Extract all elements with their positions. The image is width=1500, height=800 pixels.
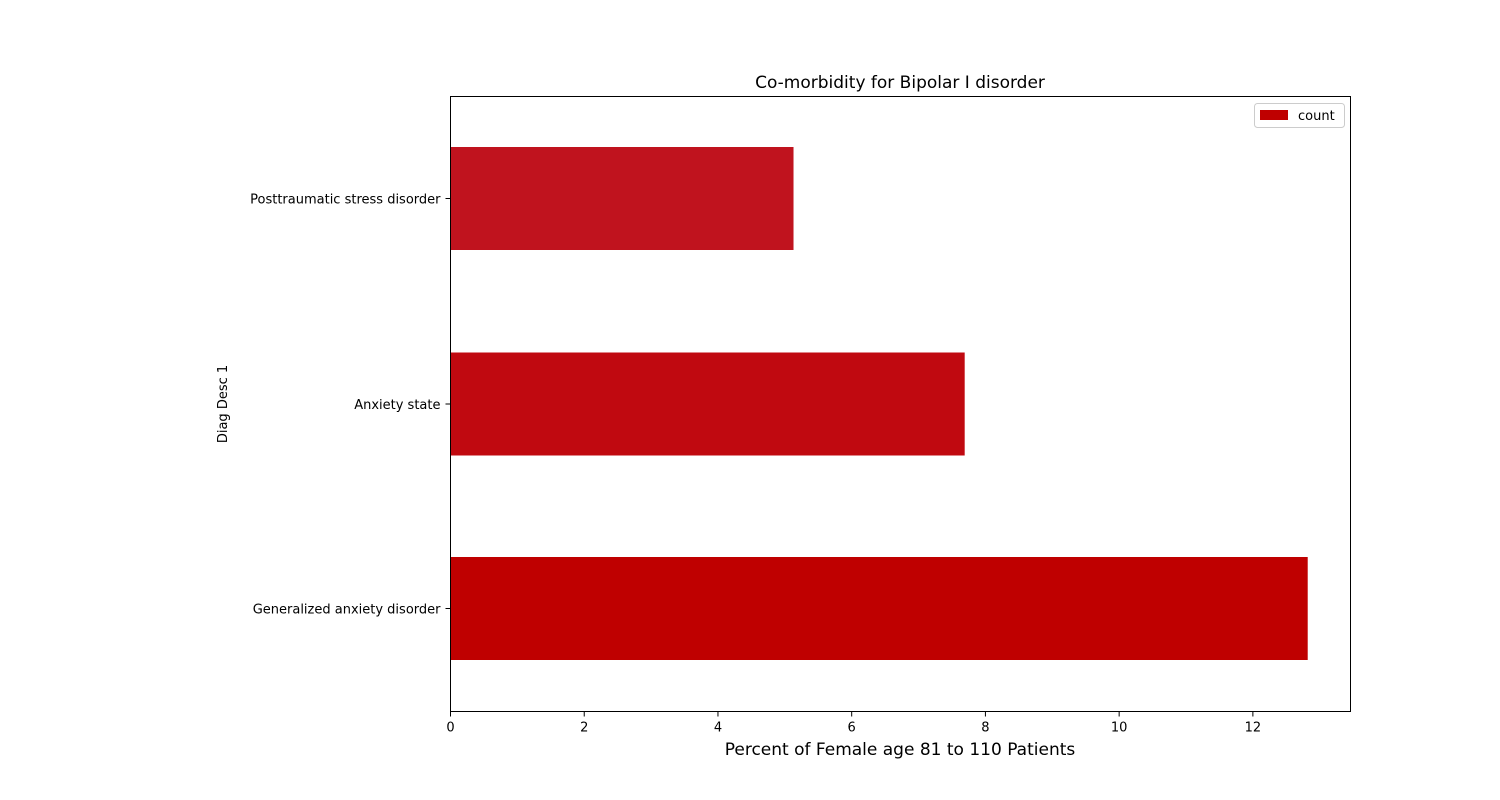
y-tick-label: Posttraumatic stress disorder bbox=[250, 193, 441, 208]
x-tick-label: 8 bbox=[981, 721, 989, 736]
bars-layer bbox=[450, 147, 1308, 660]
x-axis-ticks: 0 2 4 6 8 10 12 bbox=[446, 711, 1262, 736]
y-axis-ticks: Generalized anxiety disorder Anxiety stat… bbox=[250, 193, 451, 618]
x-tick-label: 0 bbox=[446, 721, 454, 736]
legend: count bbox=[1254, 103, 1345, 128]
bar-posttraumatic-stress-disorder bbox=[450, 147, 794, 250]
chart-title: Co-morbidity for Bipolar I disorder bbox=[755, 73, 1045, 93]
y-axis-label: Diag Desc 1 bbox=[216, 365, 231, 443]
bar-anxiety-state bbox=[450, 352, 965, 456]
y-tick-label: Generalized anxiety disorder bbox=[253, 603, 441, 618]
x-tick-label: 12 bbox=[1245, 721, 1262, 736]
legend-label-count: count bbox=[1298, 109, 1335, 124]
legend-swatch-count bbox=[1260, 110, 1288, 120]
legend-box bbox=[1254, 103, 1345, 128]
x-axis-label: Percent of Female age 81 to 110 Patients bbox=[725, 740, 1076, 760]
x-tick-label: 10 bbox=[1111, 721, 1128, 736]
x-tick-label: 6 bbox=[848, 721, 856, 736]
y-tick-label: Anxiety state bbox=[354, 398, 440, 413]
bar-generalized-anxiety-disorder bbox=[450, 557, 1308, 660]
x-tick-label: 2 bbox=[580, 721, 588, 736]
x-tick-label: 4 bbox=[714, 721, 722, 736]
